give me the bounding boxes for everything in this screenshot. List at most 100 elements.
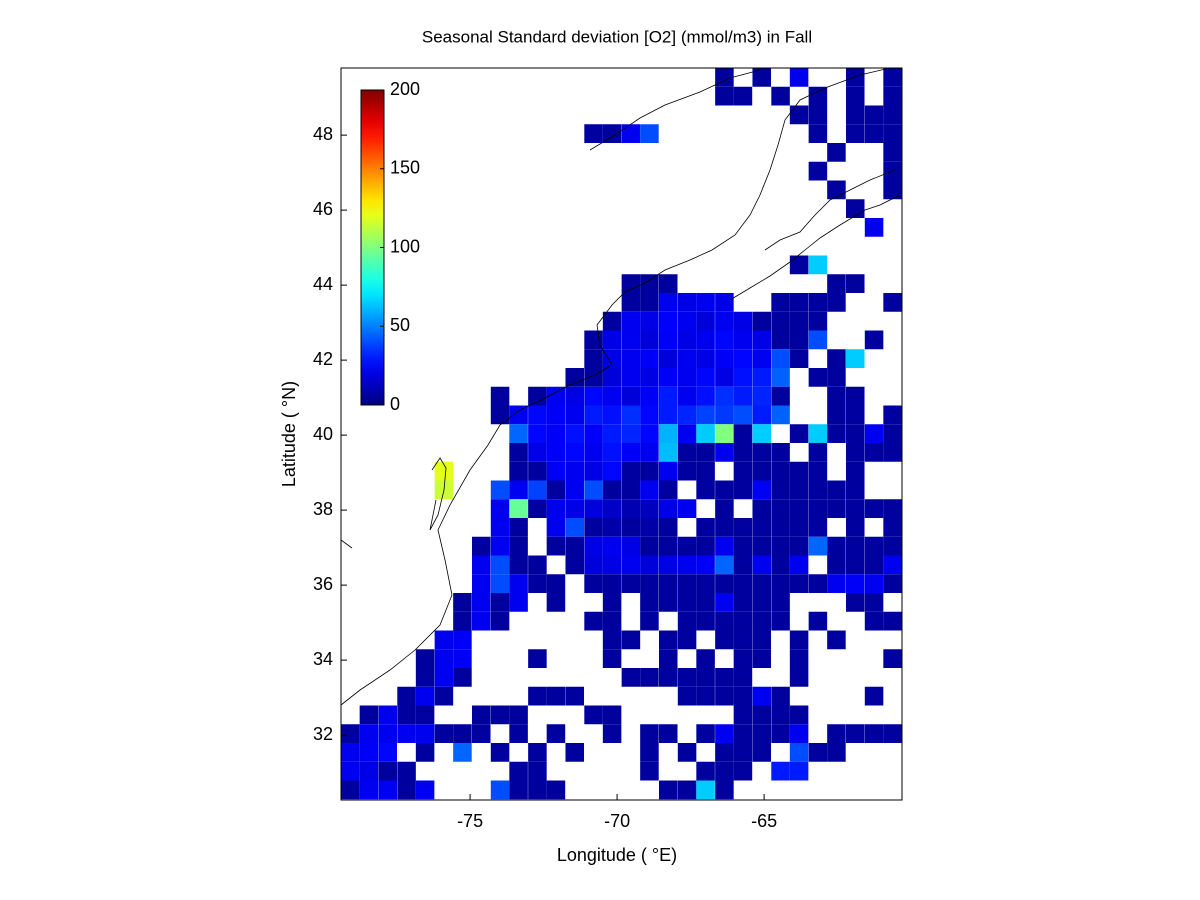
heatmap-cell <box>640 274 659 293</box>
heatmap-cell <box>658 630 678 650</box>
heatmap-cell <box>658 274 678 293</box>
colorbar-tick-label: 0 <box>390 394 400 414</box>
heatmap-cell <box>789 761 809 781</box>
heatmap-cell <box>677 574 697 593</box>
heatmap-cell <box>883 555 902 575</box>
heatmap-cell <box>715 780 734 800</box>
heatmap-cell <box>677 611 697 631</box>
heatmap-cell <box>771 611 790 631</box>
heatmap-cell <box>546 574 566 593</box>
heatmap-cell <box>621 499 641 518</box>
heatmap-cell <box>378 743 398 762</box>
heatmap-cell <box>827 274 846 293</box>
heatmap-cell <box>509 761 528 781</box>
heatmap-cell <box>715 611 734 631</box>
heatmap-cell <box>528 761 547 781</box>
heatmap-cell <box>640 293 659 312</box>
heatmap-cell <box>733 424 753 443</box>
heatmap-cell <box>789 630 809 650</box>
heatmap-cell <box>602 386 622 406</box>
heatmap-cell <box>864 593 884 612</box>
heatmap-cell <box>434 461 454 481</box>
heatmap-cell <box>883 724 902 743</box>
heatmap-cell <box>715 349 734 368</box>
heatmap-cell <box>509 518 528 537</box>
heatmap-cell <box>528 443 547 462</box>
heatmap-cell <box>789 499 809 518</box>
heatmap-cell <box>565 461 585 481</box>
heatmap-cell <box>733 443 753 462</box>
heatmap-cell <box>658 311 678 331</box>
heatmap-cell <box>771 368 790 387</box>
heatmap-cell <box>453 743 472 762</box>
heatmap-cell <box>621 124 641 143</box>
heatmap-cell <box>733 705 753 725</box>
heatmap-cell <box>640 349 659 368</box>
heatmap-cell <box>453 611 472 631</box>
heatmap-cell <box>808 105 828 125</box>
heatmap-cell <box>621 555 641 575</box>
heatmap-cell <box>415 668 435 687</box>
heatmap-cell <box>789 424 809 443</box>
heatmap-cell <box>528 686 547 706</box>
heatmap-cell <box>771 555 790 575</box>
heatmap-cell <box>845 480 865 500</box>
x-axis-label: Longitude ( °E) <box>557 845 677 865</box>
heatmap-cell <box>490 480 510 500</box>
heatmap-cell <box>752 405 772 425</box>
heatmap-cell <box>602 405 622 425</box>
coastline <box>340 67 901 706</box>
heatmap-cell <box>658 405 678 425</box>
heatmap-cell <box>733 555 753 575</box>
heatmap-cell <box>584 461 603 481</box>
heatmap-cell <box>509 424 528 443</box>
heatmap-cell <box>715 630 734 650</box>
heatmap-cell <box>883 443 902 462</box>
heatmap-cell <box>845 536 865 556</box>
heatmap-cell <box>658 330 678 350</box>
heatmap-cell <box>434 724 454 743</box>
x-tick-label: -65 <box>751 811 777 831</box>
heatmap-cell <box>621 386 641 406</box>
heatmap-cell <box>602 311 622 331</box>
heatmap-cell <box>733 649 753 668</box>
heatmap-cell <box>490 705 510 725</box>
heatmap-cell <box>359 724 379 743</box>
heatmap-cell <box>677 461 697 481</box>
heatmap-cell <box>621 480 641 500</box>
heatmap-cell <box>733 349 753 368</box>
heatmap-cell <box>808 161 828 181</box>
heatmap-cell <box>696 461 715 481</box>
heatmap-cell <box>640 555 659 575</box>
heatmap-cell <box>584 536 603 556</box>
heatmap-cell <box>658 424 678 443</box>
heatmap-cell <box>845 518 865 537</box>
heatmap-cell <box>565 536 585 556</box>
heatmap-cell <box>359 743 379 762</box>
heatmap-cell <box>359 761 379 781</box>
heatmap-cell <box>490 574 510 593</box>
heatmap-cell <box>490 611 510 631</box>
heatmap-cell <box>845 724 865 743</box>
heatmap-cell <box>658 574 678 593</box>
heatmap-cell <box>715 761 734 781</box>
heatmap-cell <box>584 424 603 443</box>
heatmap-cell <box>845 593 865 612</box>
heatmap-cell <box>453 630 472 650</box>
heatmap-cell <box>509 461 528 481</box>
heatmap-cell <box>827 349 846 368</box>
heatmap-cell <box>864 724 884 743</box>
heatmap-cell <box>621 461 641 481</box>
heatmap-cell <box>434 668 454 687</box>
heatmap-cell <box>341 780 360 800</box>
heatmap-cell <box>602 705 622 725</box>
heatmap-cell <box>658 780 678 800</box>
chart-title: Seasonal Standard deviation [O2] (mmol/m… <box>422 27 812 46</box>
heatmap-cell <box>602 518 622 537</box>
heatmap-cell <box>658 293 678 312</box>
heatmap-cell <box>490 499 510 518</box>
heatmap-cell <box>771 574 790 593</box>
heatmap-cell <box>696 293 715 312</box>
heatmap-cell <box>696 405 715 425</box>
heatmap-cell <box>864 330 884 350</box>
